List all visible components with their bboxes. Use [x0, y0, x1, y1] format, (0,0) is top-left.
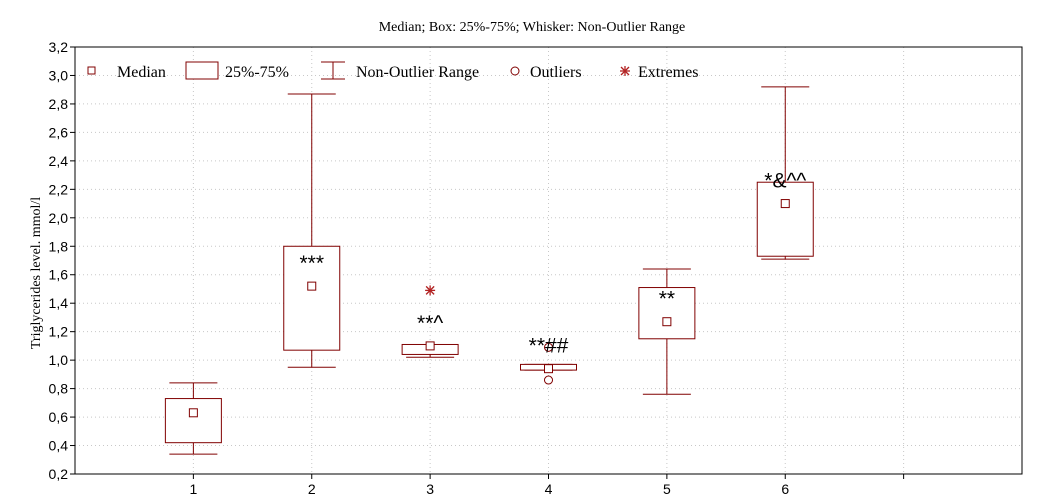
- box-group: **^: [401, 285, 459, 358]
- legend-box-label: 25%-75%: [225, 64, 289, 81]
- y-tick-label: 3,2: [49, 39, 69, 55]
- x-tick-label: 2: [308, 481, 316, 495]
- median-marker: [307, 281, 317, 291]
- y-tick-label: 1,4: [49, 295, 69, 311]
- significance-annotation: ***: [299, 252, 324, 275]
- legend-extremes-icon: [620, 66, 630, 76]
- box-group: [164, 382, 222, 455]
- y-tick-label: 3,0: [49, 67, 69, 83]
- legend-outliers-icon: [510, 66, 520, 76]
- median-marker: [662, 317, 672, 327]
- y-tick-label: 1,2: [49, 324, 69, 340]
- y-axis-label: Triglycerides level. mmol/l: [29, 197, 44, 349]
- outlier-point: [544, 342, 553, 352]
- x-tick-label: 6: [781, 481, 789, 495]
- extreme-point: [425, 285, 436, 296]
- y-tick-label: 1,6: [49, 267, 69, 283]
- legend-median-icon: [87, 66, 96, 75]
- chart-title: Median; Box: 25%-75%; Whisker: Non-Outli…: [379, 20, 686, 35]
- outlier-point: [544, 375, 553, 385]
- significance-annotation: **##: [529, 335, 569, 358]
- legend-median-label: Median: [117, 64, 166, 81]
- y-tick-label: 2,4: [49, 153, 69, 169]
- y-tick-label: 1,0: [49, 352, 69, 368]
- significance-annotation: **^: [417, 312, 443, 335]
- y-tick-label: 1,8: [49, 238, 69, 254]
- x-tick-label: 4: [545, 481, 553, 495]
- legend-outliers-label: Outliers: [530, 64, 582, 81]
- y-tick-label: 2,2: [49, 181, 69, 197]
- legend-extremes-label: Extremes: [638, 64, 698, 81]
- significance-annotation: **: [659, 288, 675, 311]
- y-tick-label: 0,2: [49, 466, 69, 482]
- box-series: *** **^ **## ** *&^^: [164, 86, 814, 455]
- y-tick-label: 0,6: [49, 409, 69, 425]
- y-tick-label: 2,6: [49, 124, 69, 140]
- iqr-box: [638, 287, 696, 340]
- box-group: **: [638, 268, 696, 395]
- legend: Median 25%-75% Non-Outlier Range Outlier…: [87, 61, 698, 81]
- legend-whisker-label: Non-Outlier Range: [356, 64, 479, 81]
- y-tick-label: 2,8: [49, 96, 69, 112]
- x-axis-ticks: 1 2 3 4 5 6: [189, 474, 905, 495]
- legend-box-icon: [185, 61, 219, 80]
- median-marker: [780, 199, 790, 209]
- median-marker: [544, 364, 553, 374]
- y-tick-label: 0,8: [49, 381, 69, 397]
- legend-whisker-icon: [321, 61, 345, 80]
- x-tick-label: 3: [426, 481, 434, 495]
- median-marker: [188, 408, 198, 418]
- iqr-box: [164, 398, 222, 444]
- box-group: **##: [520, 335, 577, 385]
- y-tick-label: 0,4: [49, 438, 69, 454]
- y-axis-ticks: 0,2 0,4 0,6 0,8 1,0 1,2 1,4 1,6 1,8 2,0 2,2 2,4 2,6 2…: [49, 39, 75, 482]
- x-tick-label: 1: [189, 481, 197, 495]
- iqr-box: [283, 245, 341, 351]
- iqr-box: [756, 181, 814, 257]
- significance-annotation: *&^^: [764, 170, 806, 193]
- x-tick-label: 5: [663, 481, 671, 495]
- box-group: *&^^: [756, 86, 814, 260]
- y-tick-label: 2,0: [49, 210, 69, 226]
- box-group: ***: [283, 93, 341, 368]
- median-marker: [425, 341, 435, 351]
